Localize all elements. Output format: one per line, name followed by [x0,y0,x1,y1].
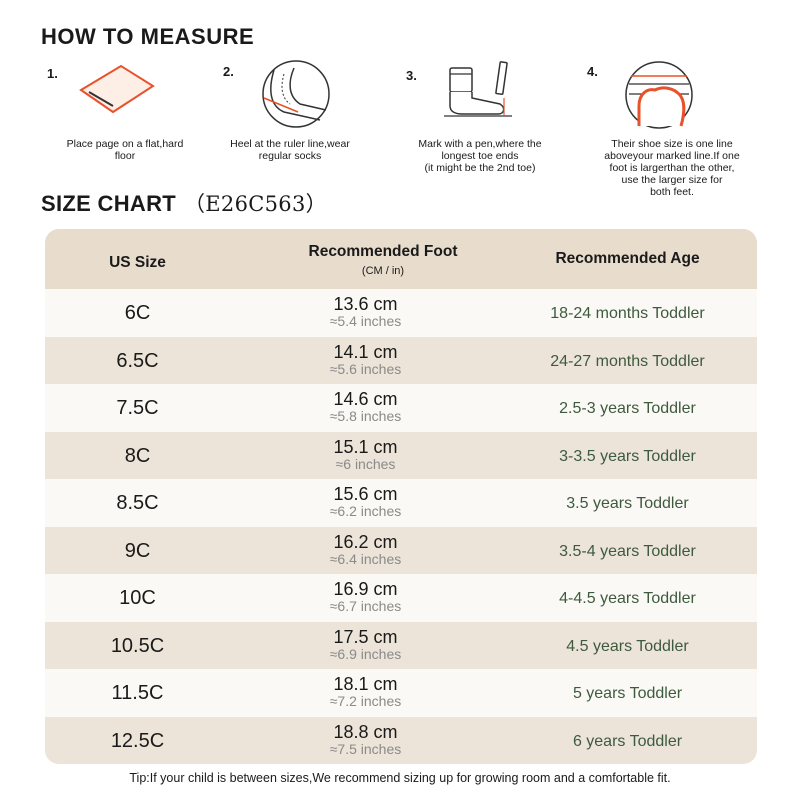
foot-length-inches: ≈5.4 inches [329,313,402,329]
size-chart-table: US Size Recommended Foot (CM / in) Recom… [45,229,757,764]
table-row: 12.5C 18.8 cm ≈7.5 inches 6 years Toddler [45,716,757,764]
toe-line-icon [625,60,695,135]
cell-recommended-age: 4.5 years Toddler [566,637,689,655]
foot-length-cm: 18.8 cm [333,721,398,742]
step-caption-line: regular socks [258,150,322,162]
cell-recommended-age: 5 years Toddler [572,685,683,702]
step-caption-line: use the larger size for [621,174,723,186]
size-chart-title-text: SIZE CHART [41,191,176,216]
step-caption-line: Mark with a pen,where the [418,138,542,150]
cell-foot-length: 16.2 cm ≈6.4 inches [278,531,453,567]
table-row: 6.5C 14.1 cm ≈5.6 inches 24-27 months Toddl… [45,336,757,384]
foot-length-cm: 14.6 cm [333,389,398,409]
cell-foot-length: 18.8 cm ≈7.5 inches [278,721,453,757]
cell-us-size: 11.5C [111,682,164,704]
foot-length-inches: ≈5.8 inches [329,408,402,424]
table-row: 6C 13.6 cm ≈5.4 inches 18-24 months Toddler [45,289,757,337]
step-number: 4. [587,64,598,79]
cell-us-size: 8C [124,444,151,467]
header-foot-label: Recommended Foot [308,243,458,260]
step-number: 3. [406,68,417,83]
sizing-tip: Tip:If your child is between sizes,We re… [129,771,671,785]
table-row: 10.5C 17.5 cm ≈6.9 inches 4.5 years Toddler [45,621,757,669]
table-row: 8.5C 15.6 cm ≈6.2 inches 3.5 years Toddler [45,479,757,527]
cell-recommended-age: 3.5 years Toddler [566,495,689,512]
sock-pen-icon [438,60,518,125]
table-row: 9C 16.2 cm ≈6.4 inches 3.5-4 years Toddler [45,526,757,574]
cell-recommended-age: 2.5-3 years Toddler [559,400,696,417]
size-chart-title: SIZE CHART （E26C563） [41,188,327,218]
step-caption-line: Their shoe size is one line [611,138,733,150]
cell-us-size: 10C [119,587,156,609]
paper-icon [77,60,157,125]
cell-foot-length: 15.1 cm ≈6 inches [278,436,453,472]
cell-us-size: 7.5C [116,397,159,419]
step-caption-line: both feet. [650,186,694,198]
cell-us-size: 9C [124,539,151,562]
step-caption-line: aboveyour marked line.If one [604,150,740,162]
foot-length-inches: ≈6.7 inches [329,598,402,614]
step-caption-line: longest toe ends [441,150,519,162]
step-number: 2. [223,64,234,79]
cell-recommended-age: 18-24 months Toddler [550,305,705,322]
cell-foot-length: 18.1 cm ≈7.2 inches [278,675,453,709]
table-row: 11.5C 18.1 cm ≈7.2 inches 5 years Toddler [45,669,757,717]
foot-length-cm: 16.9 cm [333,579,398,599]
cell-foot-length: 13.6 cm ≈5.4 inches [278,295,453,329]
foot-length-cm: 15.6 cm [333,484,398,504]
table-row: 10C 16.9 cm ≈6.7 inches 4-4.5 years Toddler [45,574,757,622]
step-caption-line: floor [114,150,136,162]
cell-us-size: 6.5C [116,349,159,372]
foot-length-cm: 13.6 cm [333,294,398,314]
cell-us-size: 8.5C [116,492,159,514]
header-recommended-foot: Recommended Foot (CM / in) [278,243,488,277]
step-caption-line: Place page on a flat,hard [66,138,184,150]
foot-length-inches: ≈7.5 inches [329,740,402,757]
header-foot-unit: (CM / in) [361,265,405,277]
step-caption-line: Heel at the ruler line,wear [230,138,350,150]
foot-length-inches: ≈6.2 inches [329,503,402,519]
cell-us-size: 10.5C [110,634,165,657]
foot-length-inches: ≈6.4 inches [329,550,402,567]
cell-foot-length: 14.1 cm ≈5.6 inches [278,341,453,377]
foot-length-cm: 18.1 cm [333,674,398,694]
foot-length-cm: 15.1 cm [333,436,398,457]
cell-us-size: 6C [124,302,151,324]
cell-recommended-age: 3-3.5 years Toddler [559,447,696,465]
cell-recommended-age: 3.5-4 years Toddler [559,542,696,560]
step-caption-line: (it might be the 2nd toe) [424,162,536,174]
foot-length-cm: 17.5 cm [333,626,398,647]
step-caption-line: foot is largerthan the other, [609,162,735,174]
heel-ruler-icon [260,60,332,135]
product-code: （E26C563） [184,192,327,216]
cell-recommended-age: 4-4.5 years Toddler [559,590,696,607]
header-us-size: US Size [109,254,166,271]
cell-us-size: 12.5C [110,729,165,752]
how-to-measure-title: HOW TO MEASURE [41,24,255,49]
header-recommended-age: Recommended Age [555,250,700,267]
table-row: 7.5C 14.6 cm ≈5.8 inches 2.5-3 years Toddle… [45,384,757,432]
cell-foot-length: 17.5 cm ≈6.9 inches [278,626,453,662]
foot-length-cm: 14.1 cm [333,341,398,362]
foot-length-inches: ≈6.9 inches [329,645,402,662]
foot-length-cm: 16.2 cm [333,531,398,552]
table-header: US Size Recommended Foot (CM / in) Recom… [45,229,757,289]
foot-length-inches: ≈7.2 inches [329,693,402,709]
cell-foot-length: 15.6 cm ≈6.2 inches [278,485,453,519]
foot-length-inches: ≈6 inches [335,455,396,472]
foot-length-inches: ≈5.6 inches [329,360,402,377]
cell-foot-length: 16.9 cm ≈6.7 inches [278,580,453,614]
cell-recommended-age: 6 years Toddler [572,732,683,750]
step-number: 1. [47,66,58,81]
cell-foot-length: 14.6 cm ≈5.8 inches [278,390,453,424]
table-row: 8C 15.1 cm ≈6 inches 3-3.5 years Toddler [45,431,757,479]
cell-recommended-age: 24-27 months Toddler [550,352,705,370]
